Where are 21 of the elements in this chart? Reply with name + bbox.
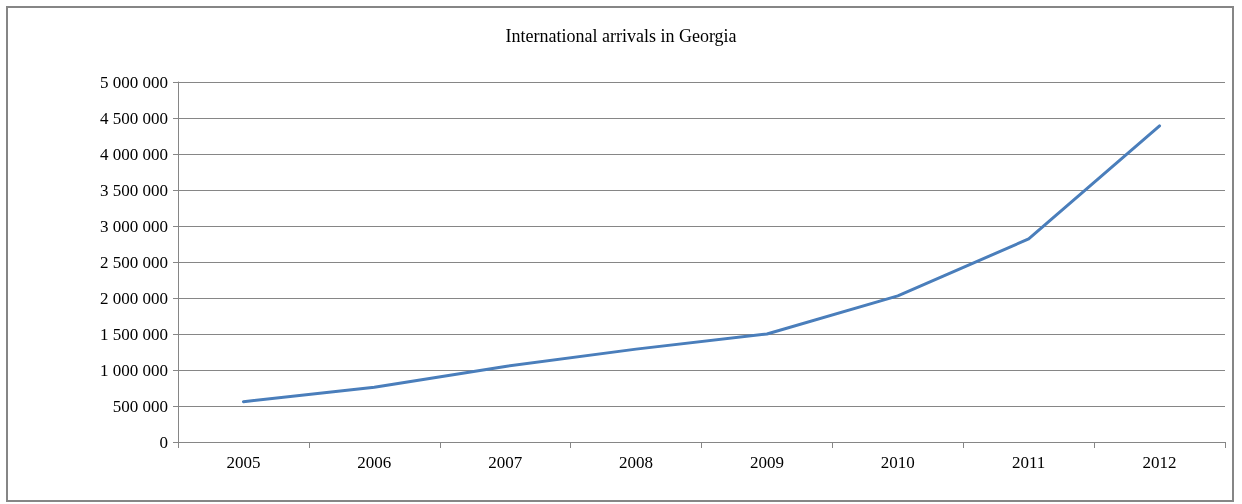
x-tick-label: 2010 <box>880 453 915 472</box>
chart-title: International arrivals in Georgia <box>505 26 737 46</box>
x-tick-label: 2006 <box>357 453 392 472</box>
x-tick-label: 2005 <box>226 453 261 472</box>
y-tick-label: 2 500 000 <box>100 252 168 272</box>
y-tick-label: 4 000 000 <box>100 144 168 164</box>
x-tick-label: 2012 <box>1142 453 1177 472</box>
y-tick-label: 1 500 000 <box>100 324 168 344</box>
x-tick-label: 2007 <box>488 453 523 472</box>
x-tick-label: 2009 <box>749 453 784 472</box>
line-series <box>241 124 1162 404</box>
y-tick-label: 0 <box>159 432 168 452</box>
y-tick-label: 5 000 000 <box>100 72 168 92</box>
y-tick-label: 3 500 000 <box>100 180 168 200</box>
x-tick-label: 2011 <box>1012 453 1046 472</box>
y-tick-label: 2 000 000 <box>100 288 168 308</box>
y-tick-label: 4 500 000 <box>100 108 168 128</box>
y-tick-label: 3 000 000 <box>100 216 168 236</box>
y-tick-label: 1 000 000 <box>100 360 168 380</box>
x-tick-label: 2008 <box>619 453 654 472</box>
y-tick-label: 500 000 <box>112 396 168 416</box>
